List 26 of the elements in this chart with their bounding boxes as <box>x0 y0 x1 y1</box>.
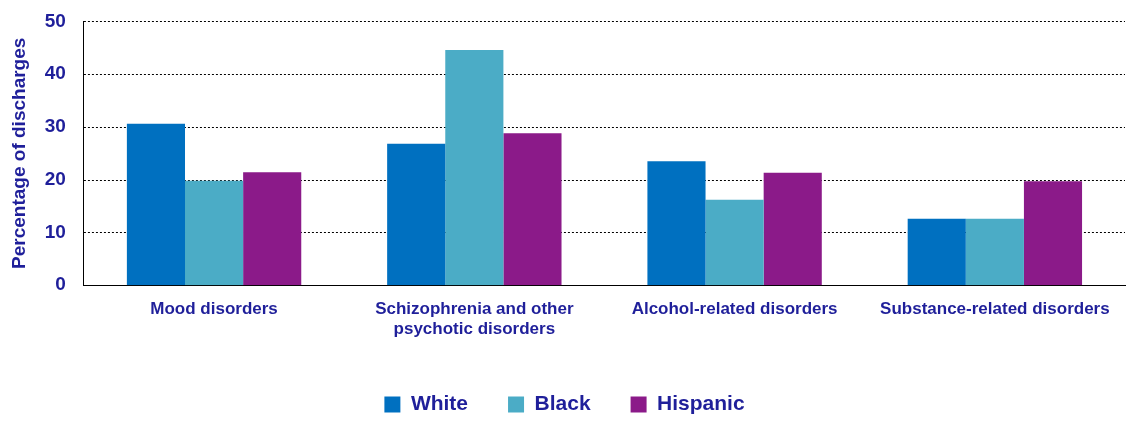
bar <box>907 218 966 286</box>
y-tick-label: 10 <box>44 220 66 242</box>
bar <box>126 123 185 286</box>
bar <box>387 143 446 286</box>
bar <box>185 180 244 286</box>
legend-label: Black <box>534 391 591 415</box>
bar <box>965 218 1024 286</box>
y-tick-label: 40 <box>44 62 66 84</box>
y-tick-label: 0 <box>55 273 66 295</box>
bar <box>705 199 764 286</box>
y-axis-title: Percentage of discharges <box>7 37 29 269</box>
x-tick-label: Mood disorders <box>150 299 278 319</box>
x-tick-label: Substance-related disorders <box>880 299 1110 319</box>
y-tick-label: 30 <box>44 115 66 137</box>
legend-label: White <box>410 391 469 415</box>
bar <box>1023 181 1083 286</box>
bar <box>647 161 706 286</box>
bar <box>763 172 822 286</box>
x-tick-label: Schizophrenia and other psychotic disorders <box>375 299 574 339</box>
legend-label: Hispanic <box>657 391 745 415</box>
y-tick-label: 20 <box>44 167 66 189</box>
bar <box>243 172 302 286</box>
y-tick-label: 50 <box>44 9 66 31</box>
bar <box>503 133 562 286</box>
bar <box>445 49 504 286</box>
x-tick-label: Alcohol-related disorders <box>631 299 838 319</box>
